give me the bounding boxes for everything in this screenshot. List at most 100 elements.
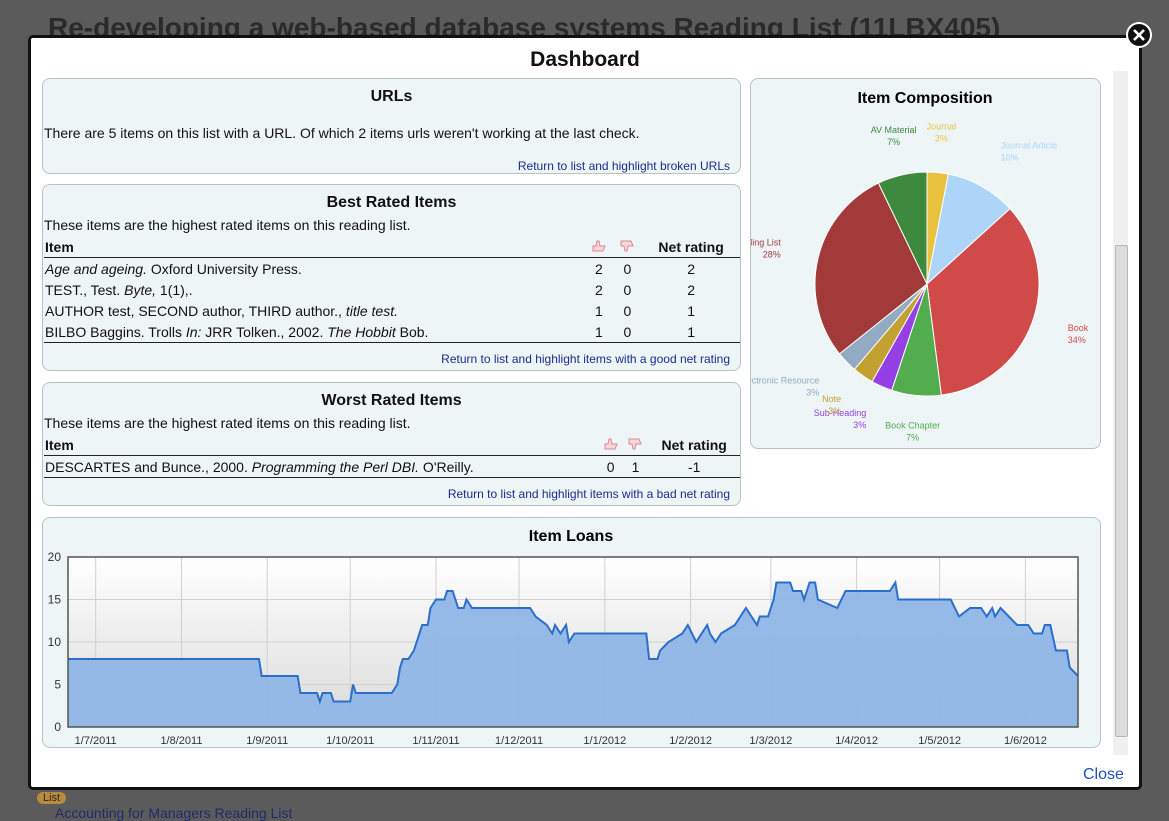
y-tick-label: 5 bbox=[54, 678, 61, 692]
slice-label: Reading List bbox=[751, 238, 781, 248]
x-tick-label: 1/12/2011 bbox=[495, 735, 543, 747]
item-text: 1(1),. bbox=[156, 281, 193, 298]
header-net: Net rating bbox=[647, 435, 740, 456]
close-link[interactable]: Close bbox=[1083, 766, 1124, 783]
slice-label: AV Material bbox=[871, 125, 917, 135]
item-text: AUTHOR test, SECOND author, THIRD author… bbox=[45, 302, 346, 319]
header-net: Net rating bbox=[641, 237, 740, 258]
x-tick-label: 1/7/2011 bbox=[75, 735, 117, 747]
modal-close-button[interactable] bbox=[1125, 21, 1153, 49]
up-count: 2 bbox=[594, 260, 603, 277]
item-text: title test. bbox=[345, 302, 398, 319]
thumbs-down-icon bbox=[628, 438, 643, 449]
item-cell: TEST., Test. Byte, 1(1),. bbox=[44, 279, 584, 300]
x-tick-label: 1/8/2011 bbox=[160, 735, 202, 747]
panel-description: These items are the highest rated items … bbox=[44, 217, 411, 233]
chart-title: Item Composition bbox=[857, 90, 992, 107]
slice-label: Sub-Heading bbox=[814, 408, 867, 418]
item-text: Bob. bbox=[395, 323, 429, 340]
up-count: 2 bbox=[594, 281, 603, 298]
plot-border bbox=[67, 556, 1079, 728]
down-count: 0 bbox=[623, 281, 632, 298]
slice-label: Journal bbox=[927, 122, 957, 132]
icon-shape bbox=[604, 438, 618, 449]
scrollbar-thumb[interactable] bbox=[1115, 245, 1128, 737]
slice-label: Note bbox=[822, 394, 841, 404]
down-count: 0 bbox=[623, 260, 632, 277]
worst-link[interactable]: Return to list and highlight items with … bbox=[447, 487, 730, 501]
slice-value-label: 34% bbox=[1068, 335, 1086, 345]
slice-value-label: 3% bbox=[853, 420, 866, 430]
worst-table: Item Net rating DESCARTES and Bunce., 2000… bbox=[44, 435, 740, 478]
down-count: 1 bbox=[622, 455, 648, 478]
modal-title: Dashboard bbox=[530, 48, 640, 71]
table-row: TEST., Test. Byte, 1(1),. 2 0 2 bbox=[44, 279, 740, 300]
table-row: Age and ageing. Oxford University Press.… bbox=[44, 258, 740, 280]
pie-slice bbox=[814, 182, 928, 355]
header-down bbox=[612, 237, 642, 258]
up-count: 1 bbox=[594, 302, 603, 319]
slice-label: Journal Article bbox=[1001, 140, 1058, 150]
table-row: DESCARTES and Bunce., 2000. Programming … bbox=[44, 455, 740, 478]
composition-panel: Item Composition Journal 3% Journal Article… bbox=[731, 78, 1101, 449]
worst-panel: Worst Rated Items These items are the hi… bbox=[42, 382, 741, 506]
item-text: The Hobbit bbox=[327, 323, 396, 340]
best-link[interactable]: Return to list and highlight items with … bbox=[441, 352, 730, 366]
panel-description: These items are the highest rated items … bbox=[44, 415, 411, 431]
up-count: 1 bbox=[584, 321, 613, 343]
icon-shape bbox=[592, 240, 606, 251]
item-cell: AUTHOR test, SECOND author, THIRD author… bbox=[44, 300, 584, 321]
slice-value-label: 3% bbox=[935, 134, 948, 144]
slice-label: Book Chapter bbox=[885, 420, 940, 430]
background-list-title: Accounting for Managers Reading List bbox=[55, 805, 293, 821]
net-rating: -1 bbox=[647, 455, 740, 478]
item-text: BILBO Baggins. Trolls bbox=[45, 323, 186, 340]
item-text: In: bbox=[185, 323, 202, 340]
urls-panel: URLs There are 5 items on this list with… bbox=[42, 78, 741, 174]
item-text: Age and ageing. bbox=[45, 260, 147, 277]
chart-title: Item Loans bbox=[529, 528, 614, 545]
slice-value-label: 28% bbox=[763, 250, 781, 260]
list-badge: List bbox=[37, 792, 67, 804]
icon-shape bbox=[620, 240, 635, 251]
net-rating: 1 bbox=[641, 321, 740, 343]
slice-value-label: 7% bbox=[906, 432, 919, 442]
down-count: 0 bbox=[612, 321, 642, 343]
x-tick-label: 1/5/2012 bbox=[918, 735, 961, 747]
series-line bbox=[68, 579, 1079, 705]
net-rating: 2 bbox=[687, 281, 695, 298]
item-text: TEST., Test. bbox=[45, 281, 125, 298]
thumbs-down-icon bbox=[620, 240, 635, 251]
panel-title: Best Rated Items bbox=[326, 194, 457, 211]
pie-slice bbox=[926, 173, 1011, 286]
loans-panel: Item Loans 0 5 10 15 20 1/7/2011 1/8/2011 1/9/20… bbox=[42, 517, 1101, 748]
x-tick-label: 1/4/2012 bbox=[835, 735, 878, 747]
down-count: 0 bbox=[623, 302, 632, 319]
best-table: Item Net rating Age and ageing. Oxford Uni… bbox=[44, 237, 740, 343]
up-count: 0 bbox=[597, 455, 623, 478]
area-fill bbox=[68, 582, 1078, 727]
header-row: Item Net rating bbox=[44, 237, 740, 258]
pie-chart: Item Composition Journal 3% Journal Article… bbox=[731, 90, 1089, 442]
item-cell: Age and ageing. Oxford University Press. bbox=[44, 258, 584, 280]
pie-slice bbox=[877, 171, 928, 285]
area-chart: Item Loans 0 5 10 15 20 1/7/2011 1/8/2011 1/9/20… bbox=[48, 528, 1079, 747]
item-text: O'Reilly. bbox=[419, 458, 474, 475]
net-rating: 1 bbox=[687, 302, 695, 319]
y-tick-label: 0 bbox=[54, 720, 61, 734]
slice-label: Book bbox=[1068, 323, 1089, 333]
item-text: Programming the Perl DBI. bbox=[251, 458, 420, 475]
net-rating: 2 bbox=[687, 260, 695, 277]
slice-label: Electronic Resource bbox=[751, 375, 819, 385]
thumbs-up-icon bbox=[604, 438, 618, 449]
best-panel: Best Rated Items These items are the hig… bbox=[42, 184, 741, 371]
header-row: Item Net rating bbox=[44, 435, 740, 456]
header-item: Item bbox=[44, 237, 585, 258]
urls-link[interactable]: Return to list and highlight broken URLs bbox=[517, 159, 730, 173]
item-text: Byte, bbox=[124, 281, 157, 298]
x-tick-label: 1/6/2012 bbox=[1004, 735, 1047, 747]
y-tick-label: 10 bbox=[48, 635, 62, 649]
header-down bbox=[622, 435, 648, 456]
x-tick-label: 1/3/2012 bbox=[749, 735, 792, 747]
